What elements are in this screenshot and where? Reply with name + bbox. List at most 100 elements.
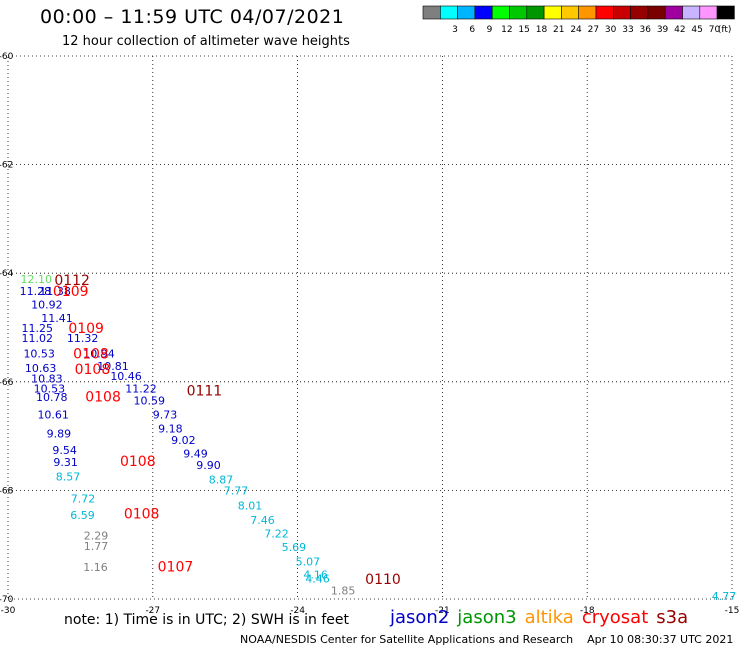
- latitude-tick: -60: [0, 52, 14, 62]
- longitude-tick: -24: [290, 606, 305, 616]
- wave-height-value: 10.63: [25, 362, 57, 375]
- legend-tick-label: 36: [640, 25, 652, 35]
- map-subtitle: 12 hour collection of altimeter wave hei…: [62, 34, 350, 49]
- pass-time-label: 0110: [365, 572, 401, 588]
- map-tick-labels: -30 -27 -24 -21 -18 -15 -60 -62 -64 -66 -68 -70: [0, 52, 739, 616]
- wave-height-value: 10.83: [31, 372, 63, 385]
- satellite-s3a: s3a: [656, 607, 689, 628]
- wave-height-value: 7.72: [71, 492, 96, 505]
- latitude-tick: -62: [0, 161, 13, 171]
- legend-tick-label: 9: [487, 25, 493, 35]
- wave-height-value: 5.07: [296, 555, 321, 568]
- longitude-tick: -18: [580, 606, 595, 616]
- satellite-altika: altika: [524, 607, 574, 628]
- map-frame: [7, 55, 733, 600]
- longitude-tick: -15: [725, 606, 740, 616]
- wave-height-value: 11.02: [22, 332, 54, 345]
- wave-height-value: 9.73: [153, 409, 178, 422]
- satellite-jason3: jason3: [457, 607, 517, 628]
- wave-height-value: 10.46: [110, 370, 142, 383]
- wave-height-value: 5.69: [282, 541, 307, 554]
- wave-height-value: 10.94: [83, 347, 115, 360]
- satellite-legend: jason2 jason3 altika cryosat s3a: [390, 607, 696, 628]
- map-grid: [7, 55, 733, 600]
- legend-unit: (ft): [718, 25, 732, 35]
- wave-height-value: 1.77: [84, 540, 109, 553]
- legend-tick-label: 39: [657, 25, 669, 35]
- credit-line: NOAA/NESDIS Center for Satellite Applica…: [240, 633, 733, 646]
- legend-tick-label: 45: [691, 25, 702, 35]
- wave-height-value: 11.38: [39, 285, 71, 298]
- wave-height-value: 10.92: [31, 298, 63, 311]
- legend-tick-label: 30: [605, 25, 617, 35]
- wave-height-value: 11.22: [125, 383, 156, 396]
- wave-height-value: 11.28: [20, 285, 52, 298]
- wave-height-value: 10.78: [36, 391, 68, 404]
- wave-height-value: 12.10: [21, 273, 52, 286]
- latitude-tick: -68: [0, 486, 14, 496]
- wave-height-value: 4.16: [303, 568, 328, 581]
- color-legend: 3 6 9 12 15 18 21 24 27 30 33 36 39 42 45 70(ft): [422, 5, 735, 35]
- legend-tick-label: 70: [709, 25, 721, 35]
- wave-height-value: 9.90: [196, 459, 221, 472]
- legend-tick-label: 18: [536, 25, 548, 35]
- legend-swatch: [716, 5, 735, 20]
- wave-height-value: 9.31: [53, 456, 78, 469]
- wave-height-value: 6.59: [70, 509, 95, 522]
- wave-height-value: 9.02: [171, 434, 196, 447]
- pass-labels: 0112010901090108010801110108010801080107…: [53, 273, 401, 588]
- wave-height-value: 7.22: [264, 528, 289, 541]
- pass-time-label: 0108: [73, 346, 109, 362]
- wave-height-value: 10.61: [37, 409, 69, 422]
- map-title: 00:00 – 11:59 UTC 04/07/2021: [40, 6, 345, 28]
- wave-height-value: 9.18: [158, 422, 183, 435]
- legend-tick-label: 24: [570, 25, 582, 35]
- pass-time-label: 0108: [85, 389, 121, 405]
- wave-height-value: 8.57: [56, 471, 80, 484]
- pass-time-label: 0109: [53, 284, 89, 300]
- footnote: note: 1) Time is in UTC; 2) SWH is in fe…: [64, 612, 350, 628]
- legend-tick-label: 27: [588, 25, 599, 35]
- wave-height-value: 7.46: [250, 514, 274, 527]
- satellite-jason2: jason2: [390, 607, 450, 628]
- pass-time-label: 0112: [54, 273, 90, 289]
- credit-text: NOAA/NESDIS Center for Satellite Applica…: [240, 633, 574, 646]
- wave-height-value: 10.53: [34, 383, 65, 396]
- pass-time-label: 0108: [124, 507, 160, 523]
- legend-tick-label: 15: [518, 25, 529, 35]
- legend-tick-label: 21: [553, 25, 564, 35]
- wave-height-value: 9.54: [52, 444, 77, 457]
- wave-height-value: 11.41: [41, 312, 73, 325]
- longitude-tick: -21: [435, 606, 450, 616]
- legend-tick-label: 33: [622, 25, 633, 35]
- wave-height-value: 8.01: [238, 499, 263, 512]
- wave-height-value: 1.16: [83, 561, 108, 574]
- pass-time-label: 0111: [187, 383, 223, 399]
- longitude-tick: -27: [145, 606, 160, 616]
- wave-height-value: 9.49: [183, 447, 208, 460]
- latitude-tick: -70: [0, 595, 14, 605]
- pass-time-label: 0108: [75, 362, 111, 378]
- latitude-tick: -64: [0, 269, 14, 279]
- longitude-tick: -30: [1, 606, 16, 616]
- wave-height-value: 10.81: [97, 360, 129, 373]
- wave-height-value: 8.87: [209, 473, 234, 486]
- generated-timestamp: Apr 10 08:30:37 UTC 2021: [587, 633, 734, 646]
- legend-tick-label: 3: [452, 25, 458, 35]
- latitude-tick: -66: [0, 378, 14, 388]
- satellite-cryosat: cryosat: [581, 607, 649, 628]
- pass-time-label: 0108: [120, 454, 156, 470]
- wave-height-value: 7.77: [224, 485, 249, 498]
- wave-height-value: 9.89: [47, 428, 72, 441]
- wave-height-value: 2.29: [84, 529, 109, 542]
- legend-tick-label: 12: [501, 25, 512, 35]
- wave-height-value: 4.77: [712, 590, 737, 603]
- legend-tick-label: 42: [674, 25, 685, 35]
- wave-height-value: 10.59: [133, 395, 165, 408]
- pass-time-label: 0109: [68, 321, 104, 337]
- wave-height-value: 10.53: [23, 347, 55, 360]
- wave-height-value: 11.32: [67, 332, 99, 345]
- legend-tick-label: 6: [469, 25, 475, 35]
